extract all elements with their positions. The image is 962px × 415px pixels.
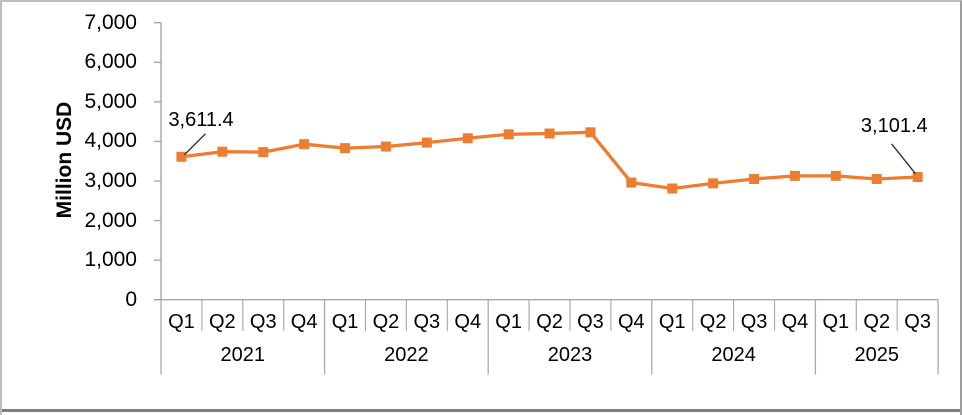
quarter-label: Q4 — [781, 311, 809, 333]
data-marker — [380, 141, 391, 152]
quarter-label: Q1 — [495, 311, 522, 333]
data-marker — [462, 133, 473, 144]
data-marker — [789, 170, 800, 181]
quarter-label: Q3 — [904, 311, 931, 333]
data-marker — [503, 129, 514, 140]
quarter-label: Q1 — [168, 311, 195, 333]
leader-line — [183, 133, 206, 156]
data-marker — [667, 183, 678, 194]
data-label: 3,611.4 — [168, 108, 234, 131]
data-marker — [749, 174, 760, 185]
data-marker — [217, 146, 228, 157]
data-marker — [544, 128, 555, 139]
data-marker — [585, 127, 596, 138]
y-tick-label: 0 — [125, 287, 137, 311]
quarter-label: Q1 — [822, 311, 850, 333]
quarter-label: Q4 — [454, 311, 482, 333]
y-tick-label: 6,000 — [84, 50, 137, 74]
data-marker — [340, 143, 351, 154]
quarter-label: Q2 — [863, 311, 891, 333]
quarter-label: Q1 — [658, 311, 686, 333]
y-tick-label: 7,000 — [84, 10, 137, 34]
year-label: 2025 — [854, 344, 899, 366]
data-marker — [626, 177, 637, 188]
year-label: 2023 — [547, 344, 593, 366]
quarter-label: Q2 — [699, 311, 727, 333]
quarter-label: Q2 — [372, 311, 400, 333]
quarter-label: Q3 — [740, 311, 768, 333]
data-marker — [912, 171, 923, 182]
quarter-label: Q2 — [536, 311, 563, 333]
quarter-label: Q4 — [290, 311, 318, 333]
quarter-label: Q3 — [413, 311, 441, 333]
data-marker — [830, 170, 841, 181]
quarter-label: Q2 — [208, 311, 236, 333]
data-marker — [258, 147, 269, 158]
y-tick-label: 1,000 — [84, 248, 137, 272]
year-label: 2024 — [711, 344, 756, 366]
quarter-label: Q4 — [617, 311, 645, 333]
y-tick-label: 4,000 — [84, 129, 137, 153]
quarter-label: Q3 — [249, 311, 277, 333]
year-label: 2021 — [220, 344, 266, 366]
data-label: 3,101.4 — [860, 114, 928, 137]
data-marker — [708, 178, 719, 189]
data-marker — [421, 137, 432, 148]
y-tick-label: 3,000 — [84, 168, 137, 192]
data-line — [179, 130, 920, 191]
y-tick-label: 5,000 — [84, 89, 137, 113]
data-marker — [299, 139, 310, 150]
data-marker — [176, 151, 187, 162]
y-tick-label: 2,000 — [84, 208, 137, 232]
data-marker — [871, 174, 882, 185]
year-label: 2022 — [384, 344, 429, 366]
bottom-rule — [2, 409, 960, 412]
quarter-label: Q3 — [577, 311, 604, 333]
quarter-label: Q1 — [331, 311, 359, 333]
leader-line — [891, 143, 917, 175]
